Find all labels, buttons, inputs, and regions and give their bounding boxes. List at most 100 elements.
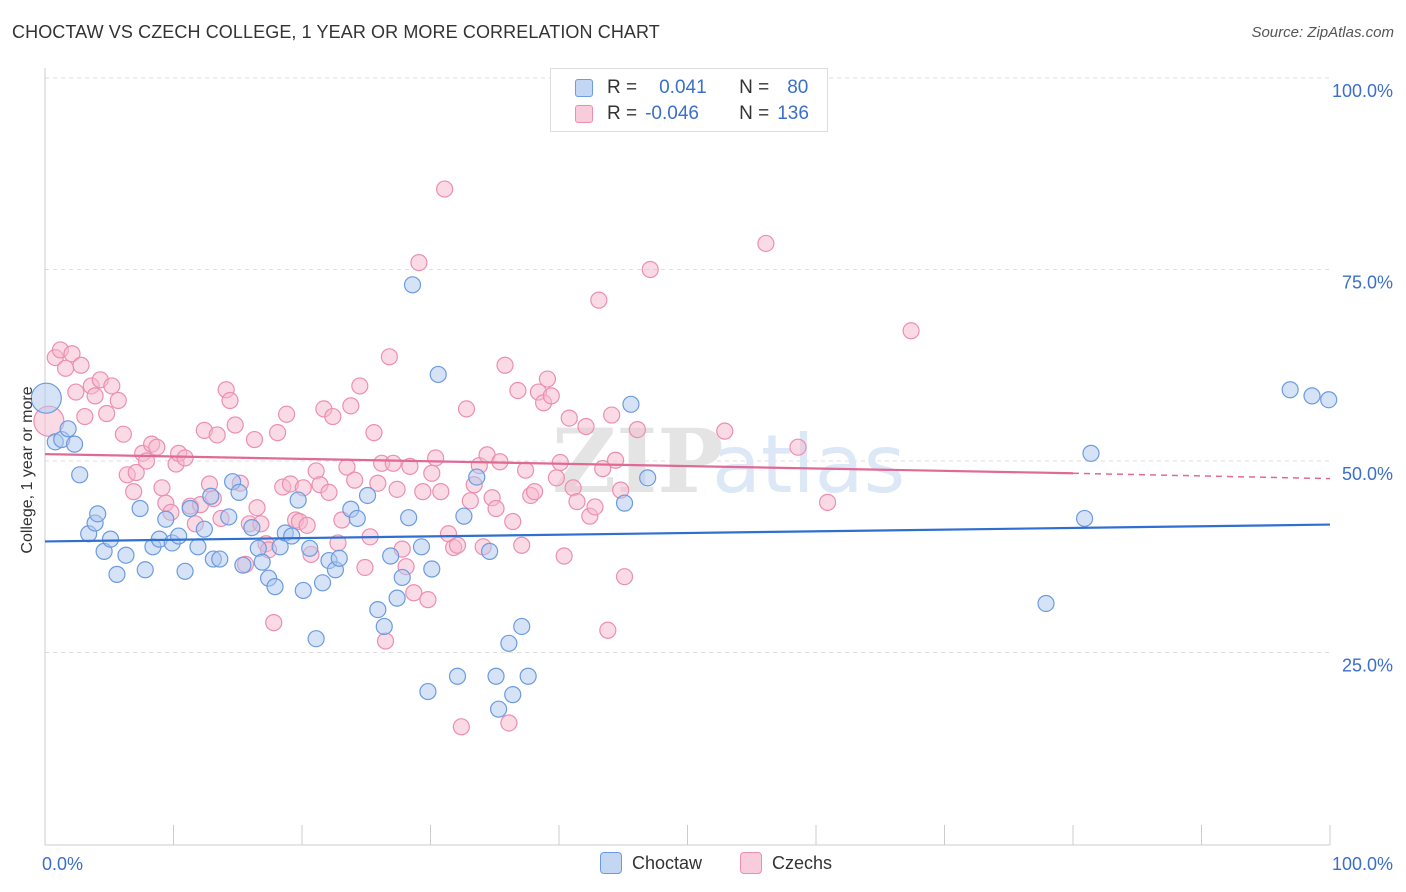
czech-point [432, 483, 450, 501]
czech-point [176, 449, 194, 467]
czech-point [67, 383, 85, 401]
czech-point [365, 424, 383, 442]
choctaw-point [500, 634, 518, 652]
choctaw-point [313, 574, 332, 592]
choctaw-point [294, 581, 312, 600]
czech-point [342, 397, 360, 415]
choctaw-point [622, 395, 640, 413]
czech-point [265, 614, 283, 632]
choctaw-point [289, 491, 307, 509]
czech-point [615, 568, 634, 586]
czech-trend-line [44, 453, 1074, 475]
correlation-legend: R = 0.041 N = 80 R = -0.046 N = 136 [550, 68, 828, 132]
choctaw-trend-line [44, 523, 1331, 543]
czech-point [56, 359, 75, 377]
czech-point [555, 547, 573, 565]
czech-point [538, 370, 557, 388]
czech-point [248, 499, 266, 517]
choctaw-point [230, 483, 248, 502]
choctaw-point [1281, 381, 1299, 399]
trend-lines [44, 453, 1331, 543]
choctaw-point [330, 549, 348, 567]
choctaw-swatch [575, 79, 593, 97]
choctaw-point [400, 509, 418, 527]
choctaw-legend-label: Choctaw [632, 852, 703, 873]
czech-point [414, 483, 432, 501]
choctaw-point [375, 617, 393, 636]
czech-point [599, 621, 617, 639]
czech-point [586, 498, 604, 516]
choctaw-point [369, 601, 387, 619]
czech-point [148, 438, 166, 456]
choctaw-point [1037, 594, 1055, 613]
czech-point [457, 400, 476, 418]
choctaw-point [131, 499, 149, 518]
choctaw-point [101, 530, 120, 548]
x-tick-label: 0.0% [42, 854, 83, 874]
czech-point [72, 356, 90, 374]
choctaw-point [65, 435, 84, 453]
czech-point [127, 463, 145, 482]
czech-point [516, 461, 535, 479]
czech-point [577, 417, 595, 436]
czech-point [542, 387, 560, 405]
choctaw-point [71, 466, 89, 484]
czech-point [125, 483, 143, 501]
choctaw-points [30, 276, 1338, 718]
czech-point [419, 591, 437, 609]
czech-point [423, 464, 441, 482]
choctaw-point [202, 487, 220, 505]
choctaw-point [639, 469, 657, 487]
czech-point [757, 234, 775, 253]
choctaw-n-value: 80 [787, 77, 809, 98]
choctaw-point [181, 499, 199, 518]
choctaw-point [266, 578, 284, 596]
y-tick-label: 75.0% [1342, 273, 1393, 293]
choctaw-point [307, 630, 325, 648]
czech-point [789, 438, 807, 456]
czech-point [103, 377, 121, 395]
czech-r-value: -0.046 [645, 103, 699, 124]
choctaw-r-value: 0.041 [659, 77, 707, 98]
choctaw-point [1082, 444, 1100, 462]
choctaw-point [403, 276, 422, 294]
choctaw-point [1303, 387, 1321, 405]
czech-point [268, 424, 287, 442]
choctaw-point [117, 546, 135, 564]
choctaw-point [189, 538, 207, 556]
czech-point [509, 381, 527, 400]
czech-point [376, 632, 395, 650]
watermark-atlas: atlas [712, 418, 905, 511]
choctaw-point [220, 508, 238, 526]
czech-swatch [575, 105, 593, 123]
choctaw-point [195, 520, 213, 538]
choctaw-point [419, 682, 437, 701]
axes [44, 68, 1331, 846]
czech-point [560, 409, 578, 427]
czech-point [461, 492, 479, 510]
czech-point [628, 420, 646, 439]
czech-point [114, 425, 132, 443]
choctaw-point [615, 494, 634, 512]
choctaw-point [176, 562, 194, 580]
czech-point [208, 426, 226, 444]
czech-point [513, 536, 531, 554]
choctaw-point [513, 617, 531, 636]
czech-point [388, 480, 406, 498]
choctaw-point [468, 468, 486, 486]
czech-point [405, 584, 423, 602]
choctaw-point [481, 542, 499, 560]
source-label: Source: ZipAtlas.com [1251, 24, 1394, 41]
bottom-legend-choctaw: Choctaw [600, 852, 702, 874]
bottom-legend-czechs: Czechs [740, 852, 832, 874]
czech-n-label: N = [739, 103, 770, 124]
legend-row-choctaw: R = 0.041 N = 80 [575, 76, 808, 100]
czech-point [641, 260, 659, 279]
czech-point [245, 430, 264, 449]
choctaw-point [504, 686, 522, 704]
choctaw-point [211, 550, 229, 568]
czech-point [818, 493, 837, 511]
choctaw-point [382, 547, 400, 565]
choctaw-point [170, 527, 188, 545]
choctaw-point [59, 420, 77, 438]
